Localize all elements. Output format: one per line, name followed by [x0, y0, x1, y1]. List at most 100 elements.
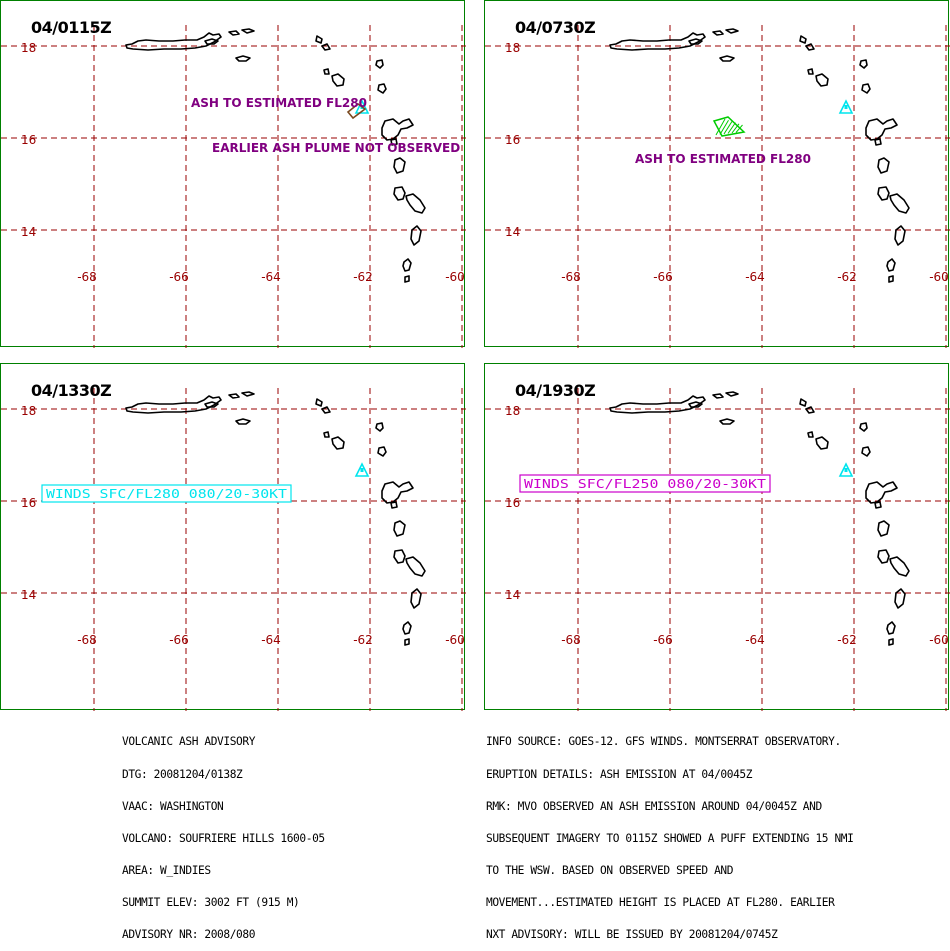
map-panel-1330z: 18 16 14 -68 -66 -64 -62 -60 WINDS SFC/FL280 080… [0, 363, 466, 711]
coastline [874, 138, 882, 146]
coastline [865, 481, 898, 504]
ash-annotation: ASH TO ESTIMATED FL280 [635, 152, 811, 166]
coastline [877, 157, 890, 174]
lat-label: 14 [505, 225, 520, 239]
volcano-icon [354, 462, 370, 477]
lat-label: 14 [21, 225, 36, 239]
volcano-icon [838, 462, 854, 477]
ash-plume-hatch [723, 121, 733, 135]
coastline [894, 225, 906, 246]
lon-label: -68 [561, 270, 581, 284]
lon-label: -62 [353, 633, 373, 647]
coastline [719, 55, 735, 62]
coastline [712, 30, 724, 36]
winds-box [519, 474, 771, 493]
coastline [410, 588, 422, 609]
ash-plume-area [346, 102, 367, 120]
advisory-line: VOLCANO: SOUFRIERE HILLS 1600-05 [122, 831, 325, 845]
ash-plume-area [712, 116, 746, 137]
coastline [321, 43, 331, 51]
coastline [405, 556, 426, 577]
coastline [404, 638, 410, 646]
advisory-line: MOVEMENT...ESTIMATED HEIGHT IS PLACED AT… [486, 895, 835, 909]
coastline [874, 501, 882, 509]
lon-label: -62 [837, 270, 857, 284]
ash-plume-outline [712, 116, 746, 137]
coastline [859, 59, 868, 69]
coastline [315, 35, 323, 44]
coastline [405, 193, 426, 214]
panel-time-label: 04/1930Z [515, 381, 596, 400]
coastline [204, 38, 219, 45]
lon-label: -64 [745, 633, 765, 647]
panel-time-label: 04/1330Z [31, 381, 112, 400]
coastline [235, 55, 251, 62]
coastline [331, 436, 345, 450]
advisory-line: TO THE WSW. BASED ON OBSERVED SPEED AND [486, 863, 734, 877]
ash-plume-hatch [735, 124, 743, 133]
coastline [889, 556, 910, 577]
lat-label: 16 [21, 133, 36, 147]
coastline [331, 73, 345, 87]
coastline [859, 422, 868, 432]
coastline [815, 73, 829, 87]
coastline [390, 501, 398, 509]
coastline [404, 275, 410, 283]
lon-label: -66 [653, 270, 673, 284]
advisory-line: NXT ADVISORY: WILL BE ISSUED BY 20081204… [486, 928, 778, 942]
coastline [719, 418, 735, 425]
coastline [402, 621, 412, 635]
coastline [725, 28, 739, 34]
coastline [393, 520, 406, 537]
lat-label: 18 [505, 41, 520, 55]
lat-label: 18 [21, 404, 36, 418]
lon-label: -62 [837, 633, 857, 647]
coastline [228, 30, 240, 36]
coastline [410, 225, 422, 246]
coastline [886, 258, 896, 272]
panel-time-label: 04/0730Z [515, 18, 596, 37]
coastline [241, 28, 255, 34]
lon-label: -66 [653, 633, 673, 647]
coastline [375, 422, 384, 432]
coastline [894, 588, 906, 609]
lon-label: -68 [77, 633, 97, 647]
coastline [393, 186, 406, 201]
map-canvas: 18 16 14 -68 -66 -64 -62 -60 WINDS SFC/FL250 080… [485, 388, 950, 711]
map-panel-1930z: 18 16 14 -68 -66 -64 -62 -60 WINDS SFC/FL250 080… [484, 363, 950, 711]
map-canvas: 18 16 14 -68 -66 -64 -62 -60 WINDS SFC/FL280 080… [1, 388, 466, 711]
advisory-line: SUMMIT ELEV: 3002 FT (915 M) [122, 895, 300, 909]
ash-annotation: ASH TO ESTIMATED FL280 [191, 96, 367, 110]
coastline [393, 549, 406, 564]
coastline [241, 391, 255, 397]
map-panel-0115z: 18 16 14 -68 -66 -64 -62 -60 ASH TO ESTIMATED FL… [0, 0, 466, 348]
coastline [805, 43, 815, 51]
coastline [886, 621, 896, 635]
coastline [402, 258, 412, 272]
advisory-line: ERUPTION DETAILS: ASH EMISSION AT 04/004… [486, 767, 753, 781]
coastline [888, 638, 894, 646]
advisory-line: SUBSEQUENT IMAGERY TO 0115Z SHOWED A PUF… [486, 831, 854, 845]
advisory-details-text: INFO SOURCE: GOES-12. GFS WINDS. MONTSER… [486, 716, 854, 951]
advisory-line: AREA: W_INDIES [122, 863, 211, 877]
coastline [799, 35, 807, 44]
coastline [375, 59, 384, 69]
map-panel-0730z: 18 16 14 -68 -66 -64 -62 -60 ASH TO ESTIMATED FL… [484, 0, 950, 348]
coastline [381, 481, 414, 504]
volcano-vent-icon [360, 468, 364, 472]
lon-label: -64 [261, 270, 281, 284]
lat-label: 14 [505, 588, 520, 602]
coastline [877, 186, 890, 201]
coastline [393, 157, 406, 174]
winds-annotation: WINDS SFC/FL280 080/20-30KT [46, 486, 288, 501]
advisory-header-text: VOLCANIC ASH ADVISORY DTG: 20081204/0138… [122, 716, 325, 951]
lon-label: -68 [561, 633, 581, 647]
lat-label: 14 [21, 588, 36, 602]
volcano-vent-icon [844, 468, 848, 472]
coastline [321, 406, 331, 414]
advisory-line: ADVISORY NR: 2008/080 [122, 928, 256, 942]
volcano-icon [354, 99, 370, 114]
coastline [865, 118, 898, 141]
volcano-vent-icon [844, 105, 848, 109]
advisory-line: RMK: MVO OBSERVED AN ASH EMISSION AROUND… [486, 799, 822, 813]
